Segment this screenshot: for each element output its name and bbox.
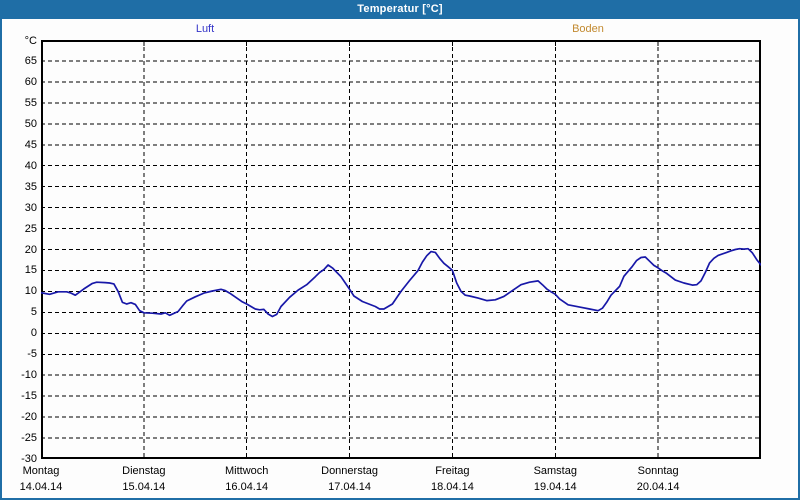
- y-tick-label: -20: [21, 411, 37, 424]
- day-date: 18.04.14: [431, 481, 474, 493]
- y-tick-label: 60: [24, 75, 37, 88]
- y-tick-label: -5: [27, 348, 37, 361]
- day-name: Sonntag: [637, 465, 679, 477]
- luft-temperature-line: [41, 247, 761, 318]
- window-title: Temperatur [°C]: [357, 3, 443, 15]
- day-date: 14.04.14: [19, 481, 63, 493]
- x-day-label: Freitag 18.04.14: [406, 464, 498, 494]
- day-name: Mittwoch: [225, 465, 269, 477]
- x-day-label: Donnerstag 17.04.14: [304, 464, 396, 494]
- x-day-label: Mittwoch 16.04.14: [201, 464, 293, 494]
- y-tick-label: 50: [24, 117, 37, 130]
- plot-area: [41, 40, 761, 459]
- day-date: 19.04.14: [533, 481, 577, 493]
- y-tick-label: 35: [24, 180, 37, 193]
- title-bar: Temperatur [°C]: [0, 0, 800, 19]
- x-day-label: Sonntag 20.04.14: [612, 464, 704, 494]
- y-tick-label: 0: [30, 327, 37, 340]
- x-day-label: Montag 14.04.14: [0, 464, 87, 494]
- y-tick-label: 10: [24, 285, 37, 298]
- y-tick-label: 15: [24, 264, 37, 277]
- y-tick-label: -25: [21, 432, 37, 445]
- y-axis-unit-label: °C: [24, 35, 37, 47]
- day-date: 15.04.14: [122, 481, 166, 493]
- day-name: Samstag: [533, 465, 577, 477]
- y-tick-label: -10: [21, 369, 37, 382]
- day-date: 16.04.14: [225, 481, 269, 493]
- y-tick-label: 65: [24, 54, 37, 67]
- y-tick-label: 20: [24, 243, 37, 256]
- day-date: 17.04.14: [328, 481, 371, 493]
- y-tick-label: 25: [24, 222, 37, 235]
- x-day-label: Samstag 19.04.14: [509, 464, 601, 494]
- x-day-label: Dienstag 15.04.14: [98, 464, 190, 494]
- y-tick-label: 55: [24, 96, 37, 109]
- y-tick-label: 5: [30, 306, 37, 319]
- legend-boden-label: Boden: [572, 23, 604, 35]
- plot-border: [41, 40, 761, 459]
- y-tick-label: -15: [21, 390, 37, 403]
- y-tick-label: 40: [24, 159, 37, 172]
- horizontal-gridlines: [41, 60, 761, 439]
- day-date: 20.04.14: [636, 481, 680, 493]
- day-name: Donnerstag: [321, 465, 378, 477]
- day-tick-marks: [143, 40, 659, 459]
- temperature-line-chart: [41, 40, 761, 459]
- day-name: Freitag: [435, 465, 470, 477]
- y-tick-label: 30: [24, 201, 37, 214]
- legend-luft-label: Luft: [195, 23, 215, 35]
- y-tick-label: -30: [21, 453, 37, 465]
- y-tick-label: 45: [24, 138, 37, 151]
- day-name: Montag: [22, 465, 60, 477]
- day-name: Dienstag: [122, 465, 166, 477]
